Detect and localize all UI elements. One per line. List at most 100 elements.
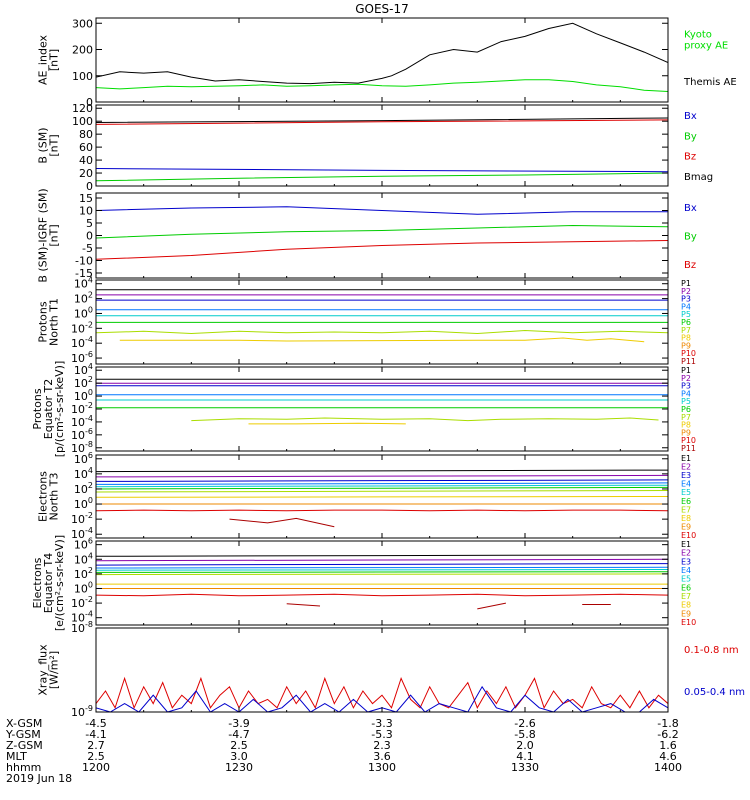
time-axis-row-label: Z-GSM — [6, 739, 43, 752]
time-axis-value: 2.5 — [230, 739, 248, 752]
y-tick-label: 60 — [79, 141, 93, 154]
time-axis-value: 1200 — [82, 761, 110, 774]
legend-entry: Bz — [684, 260, 696, 271]
y-axis-label: Equator T2 — [42, 379, 55, 439]
time-axis-value: -6.2 — [657, 728, 678, 741]
series-line-b_sm-1 — [96, 119, 668, 125]
y-axis-label: [nT] — [48, 134, 61, 156]
series-line-p_t2-6 — [191, 417, 659, 422]
y-axis-label: [e/(cm²-s-sr-keV)] — [53, 535, 66, 631]
panel-p_t2: 10410210010-210-410-610-8ProtonsEquator … — [31, 361, 696, 458]
y-tick-label: 104 — [74, 466, 93, 481]
series-line-b_sm-3 — [96, 172, 668, 182]
series-line-xray-0 — [96, 676, 668, 710]
series-group — [96, 22, 668, 92]
series-line-e_t4-2 — [96, 563, 668, 566]
y-axis-label: Xray_flux — [37, 644, 50, 696]
y-tick-label: 10-2 — [71, 320, 93, 335]
time-axis-value: 1330 — [511, 761, 539, 774]
y-tick-label: 102 — [74, 291, 93, 306]
y-tick-label: 100 — [74, 580, 93, 595]
y-tick-label: 80 — [79, 128, 93, 141]
y-tick-label: 100 — [74, 496, 93, 511]
legend-entry: P10 — [681, 349, 696, 358]
series-line-b_igrf-0 — [96, 206, 668, 215]
time-axis-row-label: MLT — [6, 750, 27, 763]
series-line-e_t4-3 — [96, 566, 668, 569]
series-line-e_t3-0 — [96, 469, 668, 473]
series-line-e_t4-11 — [477, 602, 506, 610]
series-group — [96, 554, 668, 610]
time-axis-value: -5.3 — [371, 728, 392, 741]
legend-entry: E6 — [681, 583, 691, 592]
y-tick-label: 10-2 — [71, 511, 93, 526]
y-axis-label: Protons — [31, 388, 44, 429]
panel-frame — [95, 192, 669, 279]
legend-entry: E2 — [681, 549, 691, 558]
legend-entry: E10 — [681, 618, 696, 627]
legend-entry: P5 — [681, 310, 691, 319]
series-line-p_t1-7 — [119, 337, 645, 343]
legend-entry: P7 — [681, 413, 691, 422]
series-line-e_t3-10 — [229, 517, 335, 528]
time-axis-value: -4.1 — [85, 728, 106, 741]
y-tick-label: 100 — [74, 305, 93, 320]
series-line-e_t3-7 — [96, 496, 668, 498]
time-axis-value: 4.6 — [659, 750, 677, 763]
y-tick-label: 0 — [86, 230, 93, 243]
series-line-p_t1-6 — [96, 329, 668, 335]
y-axis-label: Electrons — [31, 557, 44, 608]
time-axis-value: 4.1 — [516, 750, 534, 763]
legend-entry: P2 — [681, 287, 691, 296]
legend-entry: E1 — [681, 454, 691, 463]
legend-entry: E7 — [681, 505, 691, 514]
series-line-e_t4-1 — [96, 558, 668, 562]
series-group — [96, 378, 668, 425]
legend-entry: P6 — [681, 318, 691, 327]
series-line-e_t4-6 — [96, 573, 668, 576]
legend-entry: Kyoto — [684, 30, 712, 41]
series-line-e_t4-4 — [96, 569, 668, 571]
y-tick-label: 10 — [79, 205, 93, 218]
legend-entry: P9 — [681, 341, 691, 350]
series-line-b_igrf-1 — [96, 224, 668, 239]
legend-entry: P6 — [681, 405, 691, 414]
panel-frame — [95, 17, 669, 103]
time-axis-value: 2.7 — [87, 739, 105, 752]
y-tick-label: 10-2 — [71, 595, 93, 610]
y-tick-label: 106 — [74, 537, 93, 552]
legend-entry: By — [684, 131, 697, 142]
y-tick-label: 300 — [72, 17, 93, 30]
y-tick-label: 104 — [74, 276, 93, 291]
legend-entry: E4 — [681, 566, 691, 575]
y-axis-label: North T1 — [48, 298, 61, 346]
series-line-e_t4-5 — [96, 571, 668, 573]
legend-entry: E6 — [681, 497, 691, 506]
legend-entry: Bx — [684, 111, 697, 122]
legend-entry: Bx — [684, 203, 697, 214]
y-axis-label: B (SM) — [37, 127, 50, 163]
legend-entry: E9 — [681, 522, 691, 531]
legend-entry: E9 — [681, 609, 691, 618]
y-tick-label: -10 — [75, 255, 93, 268]
legend-entry: E1 — [681, 540, 691, 549]
legend-entry: P1 — [681, 279, 691, 288]
legend-entry: P9 — [681, 428, 691, 437]
time-axis-value: 1.6 — [659, 739, 677, 752]
legend-entry: Themis AE — [683, 77, 737, 88]
legend-entry: P11 — [681, 357, 696, 366]
legend-entry: P4 — [681, 302, 691, 311]
series-line-e_t3-5 — [96, 486, 668, 490]
y-axis-label: [p/(cm²-s-sr-keV)] — [53, 361, 66, 458]
series-group — [96, 469, 668, 528]
legend-entry: P2 — [681, 374, 691, 383]
legend-entry: P3 — [681, 295, 691, 304]
time-axis-value: 1400 — [654, 761, 682, 774]
y-tick-label: 40 — [79, 154, 93, 167]
y-tick-label: 20 — [79, 167, 93, 180]
